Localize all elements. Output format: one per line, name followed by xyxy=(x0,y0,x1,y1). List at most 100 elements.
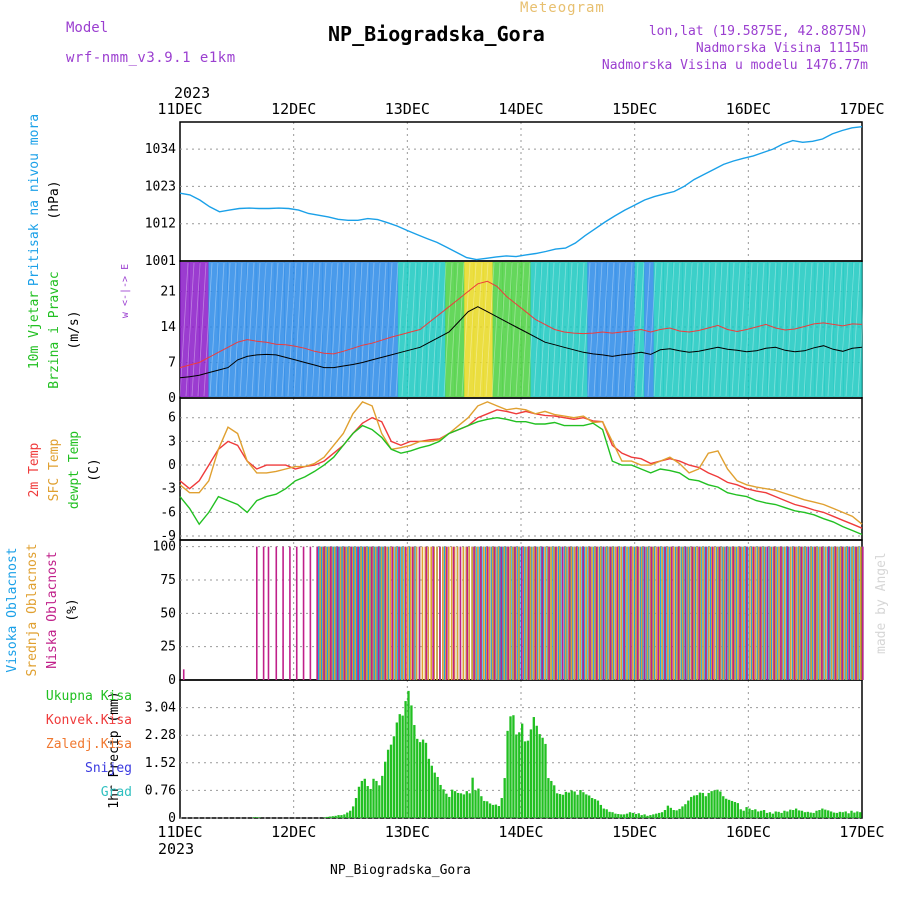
cloud-bar xyxy=(433,546,435,680)
cloud-bar xyxy=(353,546,356,680)
precip-bar xyxy=(558,794,562,818)
wind-barb xyxy=(191,262,201,397)
cloud-bar xyxy=(445,546,447,680)
wind-barb xyxy=(473,262,483,397)
precip-bar xyxy=(652,814,655,818)
cloud-bar xyxy=(475,546,477,680)
cloud-bar xyxy=(732,546,735,680)
wind-tick-label: 0 xyxy=(168,391,176,406)
cloud-bar xyxy=(528,546,531,680)
cloud-bar xyxy=(780,546,782,680)
wind-speed-band xyxy=(359,262,370,397)
precip-bar xyxy=(832,812,836,818)
temperature-axis-label: (C) xyxy=(87,458,102,481)
cloud-bar xyxy=(369,546,372,680)
cloud-bar xyxy=(813,546,815,680)
wind-barb xyxy=(449,262,459,397)
wind-speed-band xyxy=(255,262,266,397)
cloud-bar xyxy=(364,546,366,680)
cloud-bar xyxy=(331,546,334,680)
precip-bar xyxy=(809,812,812,818)
cloud-bar xyxy=(488,546,491,680)
cloud-bar xyxy=(589,546,591,680)
wind-speed-band xyxy=(454,262,465,397)
cloud-bar xyxy=(384,546,387,680)
cloud-bar xyxy=(791,546,794,680)
cloud-bar xyxy=(585,546,587,680)
cloud-bar xyxy=(343,546,346,680)
cloud-bar xyxy=(332,546,335,680)
cloud-bar xyxy=(337,546,340,680)
cloud-bar xyxy=(710,546,712,680)
wind-tick-label: 21 xyxy=(160,284,176,299)
wind-barb xyxy=(641,262,651,397)
cloud-bar xyxy=(511,546,513,680)
precip-bar xyxy=(815,810,818,818)
cloud-bar xyxy=(822,546,824,680)
precip-bar xyxy=(465,791,468,818)
cloud-bar xyxy=(807,546,810,680)
precip-bar xyxy=(605,809,608,818)
wind-speed-band xyxy=(217,262,228,397)
precip-bar xyxy=(812,812,815,818)
pressure-tick-label: 1023 xyxy=(145,179,176,194)
day-label-bottom: 15DEC xyxy=(612,823,657,841)
wind-barb xyxy=(527,262,537,397)
cloud-bar xyxy=(316,546,318,680)
pressure-axis-label: Pritisak na nivou mora xyxy=(27,114,42,286)
wind-barb xyxy=(353,262,363,397)
precip-bar xyxy=(521,723,524,818)
cloud-bar xyxy=(309,546,312,680)
wind-barb xyxy=(761,262,771,397)
wind-speed-band xyxy=(397,262,408,397)
precip-bar xyxy=(768,812,772,818)
cloud-bar xyxy=(329,546,331,680)
cloud-bar xyxy=(687,546,690,680)
wind-speed-band xyxy=(445,262,456,397)
cloud-bar xyxy=(637,546,640,680)
cloud-bar xyxy=(447,546,450,680)
footer-station: NP_Biogradska_Gora xyxy=(330,863,471,878)
cloud-bar xyxy=(465,546,468,680)
cloud-bar xyxy=(745,546,747,680)
wind-barb xyxy=(737,262,747,397)
cloud-bar xyxy=(717,546,720,680)
wind-barb xyxy=(311,262,321,397)
cloud-bar xyxy=(836,546,839,680)
cloud-bar xyxy=(432,546,434,680)
cloud-bar xyxy=(700,546,702,680)
precip-bar xyxy=(663,810,667,818)
precip-bar xyxy=(488,803,492,818)
cloud-bar xyxy=(723,546,726,680)
wind-barb xyxy=(617,262,627,397)
cloud-tick-label: 75 xyxy=(160,573,176,588)
precip-bar xyxy=(526,740,530,818)
temperature-series-line xyxy=(179,416,863,536)
wind-speed-band xyxy=(416,262,427,397)
cloud-bar xyxy=(671,546,673,680)
wind-barb xyxy=(269,262,279,397)
precip-bar xyxy=(506,730,509,818)
wind-speed-band xyxy=(198,262,209,397)
precip-bar xyxy=(550,780,553,818)
cloud-bar xyxy=(424,546,427,680)
cloud-bar xyxy=(413,546,416,680)
cloud-bar xyxy=(321,546,323,680)
precip-bar xyxy=(442,789,445,818)
cloud-bar xyxy=(536,546,539,680)
precip-bar xyxy=(585,794,588,818)
wind-speed-band xyxy=(682,262,692,397)
precip-bar xyxy=(757,811,760,818)
cloud-bar xyxy=(824,546,827,680)
wind-barb xyxy=(251,262,261,397)
wind-speed-band xyxy=(378,262,389,397)
wind-barb xyxy=(725,262,735,397)
precip-bar xyxy=(850,810,853,818)
cloud-bar xyxy=(558,546,561,680)
cloud-bar xyxy=(851,546,853,680)
cloud-bar xyxy=(852,546,854,680)
wind-barb xyxy=(569,262,579,397)
cloud-bar xyxy=(628,546,630,680)
precip-bar xyxy=(649,815,652,818)
precip-bar xyxy=(343,814,346,818)
